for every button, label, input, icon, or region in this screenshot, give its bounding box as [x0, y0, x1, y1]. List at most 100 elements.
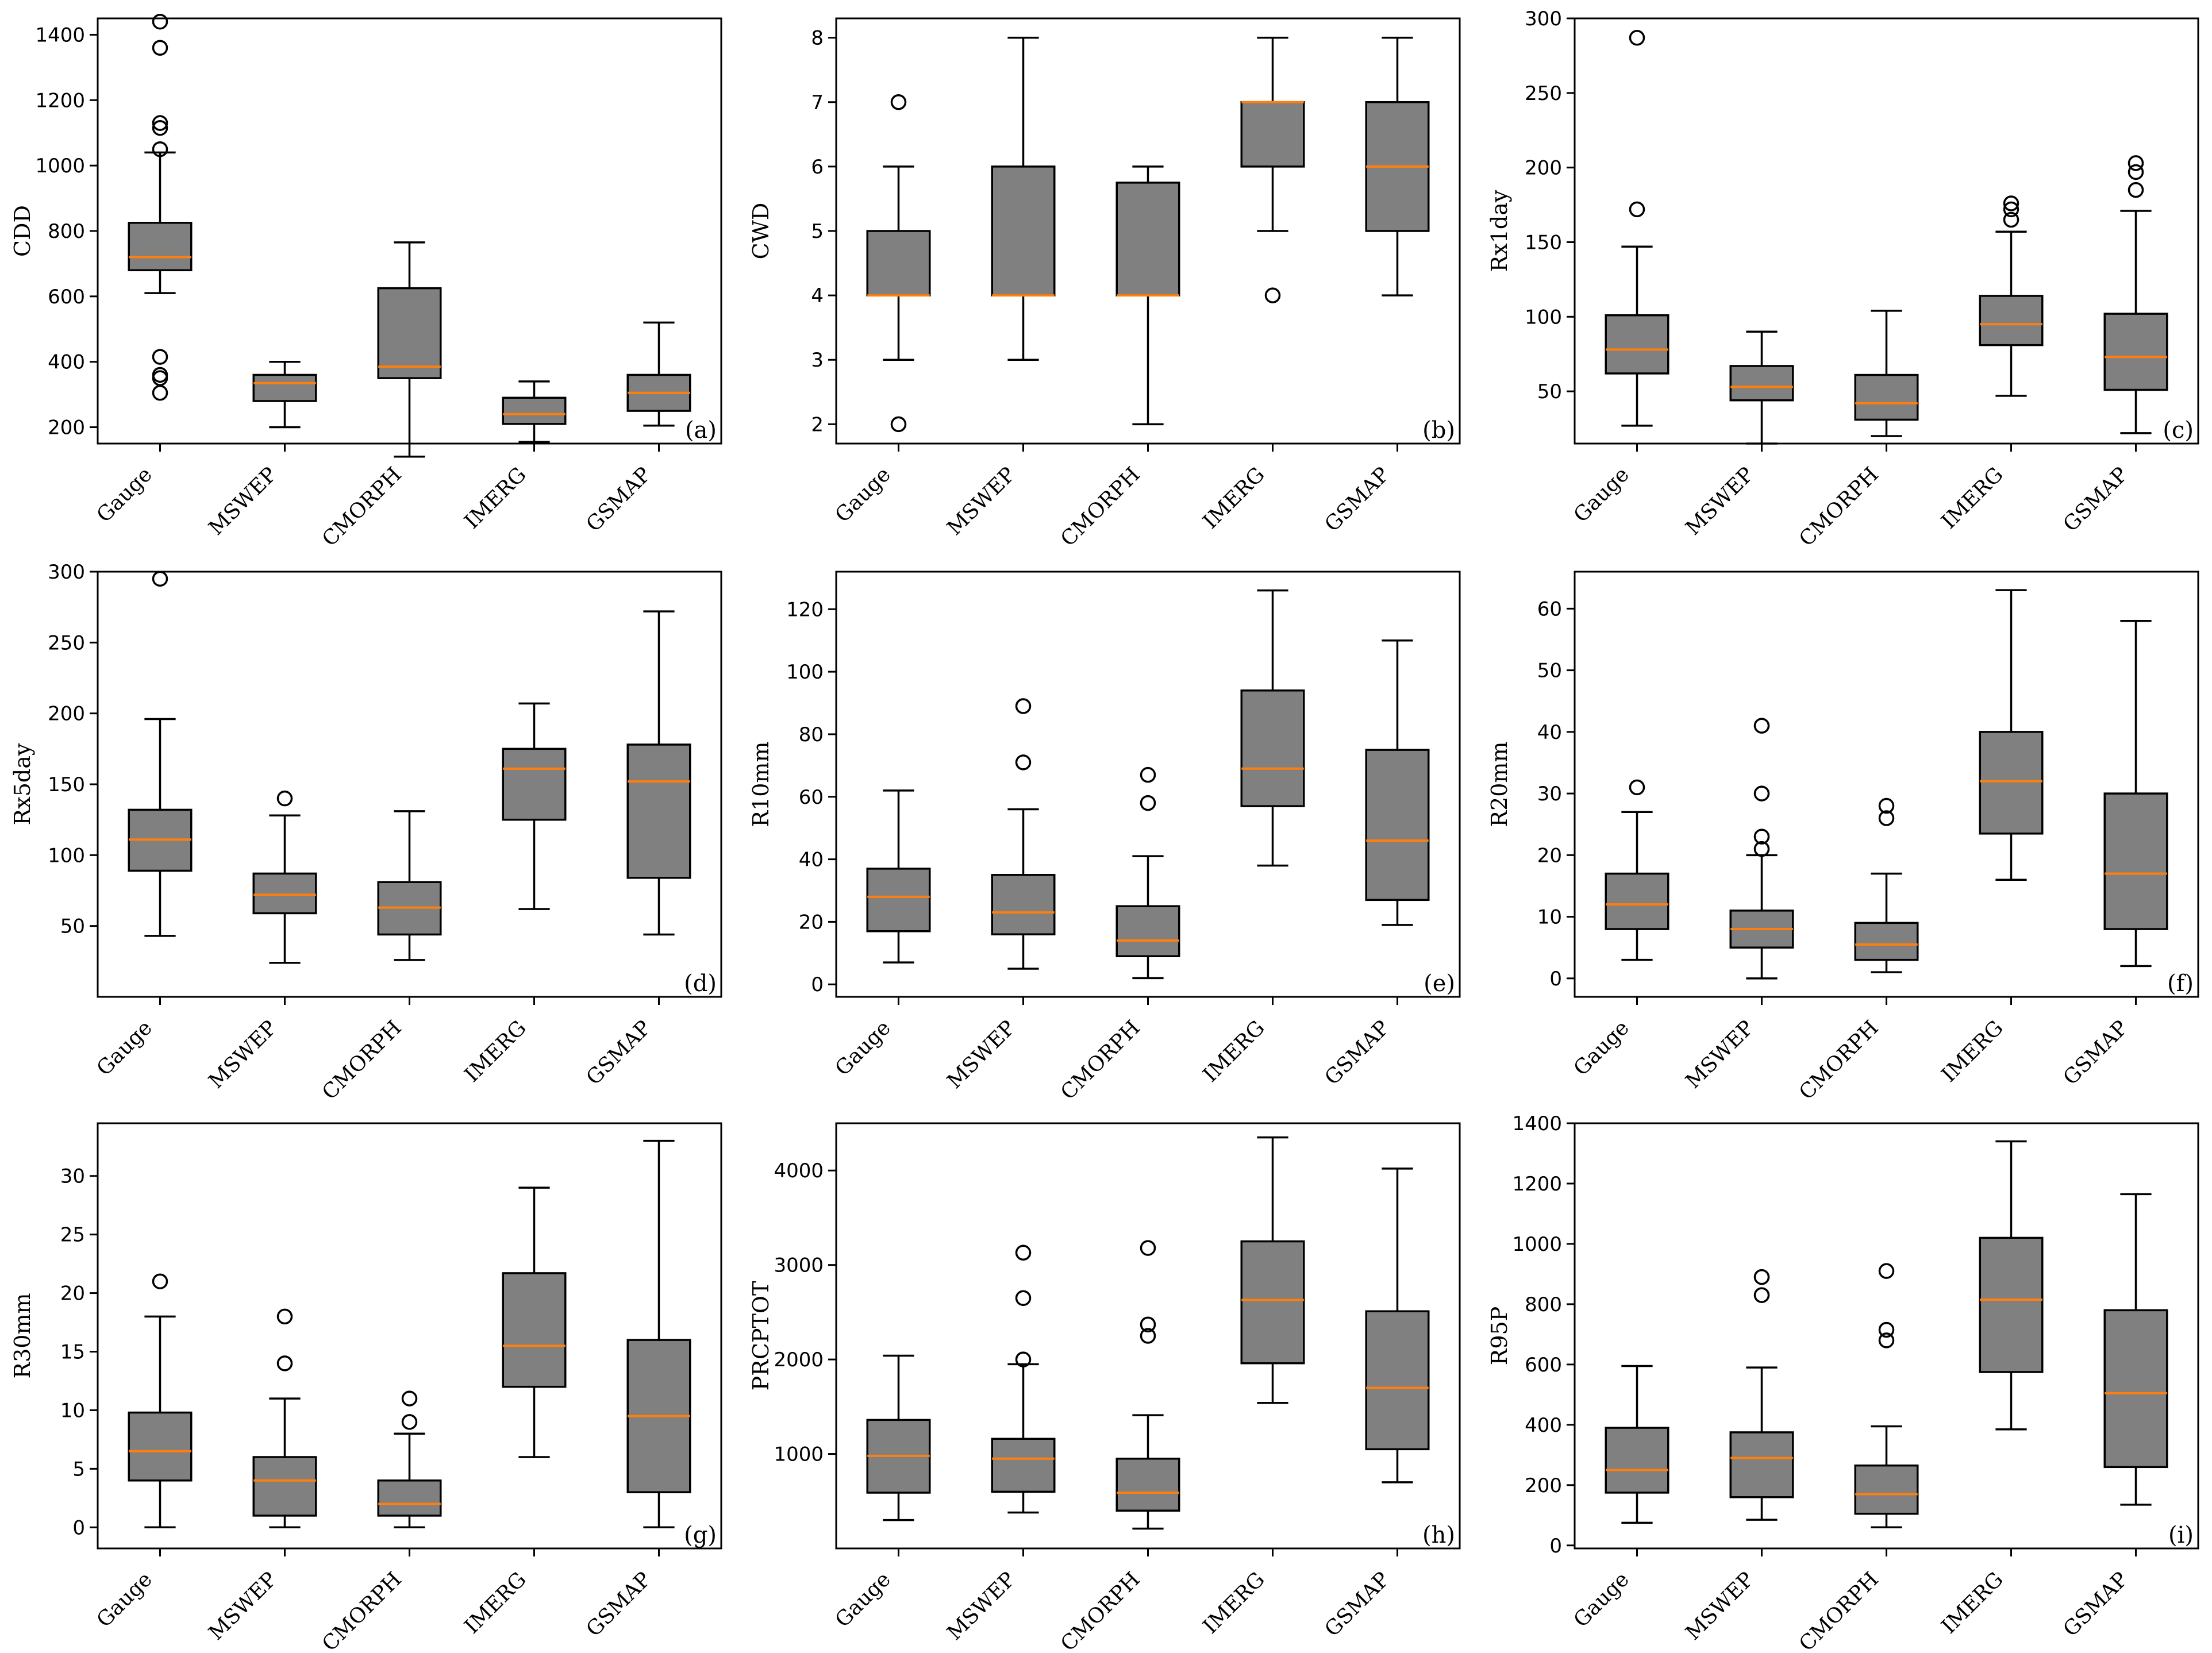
y-tick-label: 100: [48, 844, 85, 867]
box-imerg: [1240, 589, 1305, 867]
x-tick-label: GSMAP: [1321, 1567, 1394, 1641]
iqr-box: [1605, 1427, 1669, 1494]
iqr-box: [502, 747, 567, 821]
iqr-box: [991, 874, 1056, 935]
y-axis-label: R10mm: [748, 741, 774, 827]
axes-frame: [835, 1122, 1461, 1550]
box-gauge: [866, 1354, 931, 1521]
panel-a: 200 400 600 800 1000 1200 1400 CDD Gauge MSWEP CMO…: [10, 13, 722, 551]
y-tick-label: 80: [799, 723, 824, 746]
outlier-point: [1753, 1287, 1770, 1303]
y-tick-label: 800: [1525, 1293, 1562, 1316]
x-tick-label: IMERG: [1937, 1567, 2008, 1638]
outlier-point: [152, 141, 168, 157]
y-tick-label: 5: [811, 220, 824, 243]
outlier-point: [152, 13, 168, 30]
y-tick-label: 20: [60, 1282, 85, 1305]
outlier-point: [276, 1308, 293, 1325]
x-tick-label: MSWEP: [204, 1567, 281, 1644]
iqr-box: [1240, 101, 1305, 168]
x-tick-label: CMORPH: [318, 1567, 406, 1653]
box-gsmap: [1365, 639, 1430, 926]
panel-label: (g): [684, 1522, 717, 1548]
y-tick-label: 1000: [774, 1443, 824, 1466]
y-tick-label: 40: [799, 849, 824, 872]
panel-f: 0 10 20 30 40 50 60 R20mm Gauge MSWEP CMORPH IMERG G…: [1487, 571, 2199, 1104]
y-tick-label: 60: [1537, 598, 1562, 621]
axes-frame: [97, 1122, 722, 1550]
iqr-box: [128, 222, 193, 272]
y-tick-label: 2: [811, 413, 824, 436]
box-imerg: [1240, 36, 1305, 303]
outlier-point: [2003, 211, 2019, 228]
y-tick-label: 150: [48, 773, 85, 796]
outlier-point: [152, 349, 168, 365]
box-gsmap: [626, 1139, 691, 1529]
axes-frame: [1574, 1122, 2199, 1550]
outlier-point: [1015, 1290, 1032, 1306]
outlier-point: [1629, 779, 1645, 796]
outlier-point: [1140, 795, 1156, 811]
outlier-point: [890, 416, 907, 433]
box-gauge: [1605, 30, 1669, 427]
y-axis-label: R20mm: [1487, 741, 1512, 827]
outlier-point: [152, 120, 168, 136]
box-imerg: [1240, 1136, 1305, 1404]
y-tick-label: 25: [60, 1224, 85, 1247]
x-tick-label: Gauge: [831, 1016, 895, 1080]
box-imerg: [1979, 195, 2044, 397]
box-gauge: [866, 94, 931, 433]
outlier-point: [1878, 810, 1895, 826]
y-tick-label: 200: [1525, 157, 1562, 180]
outlier-point: [1015, 698, 1032, 714]
box-imerg: [502, 380, 567, 443]
axes-frame: [97, 17, 722, 445]
axes-frame: [835, 17, 1461, 445]
x-tick-label: GSMAP: [2059, 1016, 2133, 1089]
box-mswep: [252, 790, 317, 964]
outlier-point: [1140, 1240, 1156, 1256]
y-tick-label: 10: [60, 1399, 85, 1422]
y-tick-label: 150: [1525, 231, 1562, 254]
iqr-box: [1854, 373, 1919, 421]
iqr-box: [1854, 1464, 1919, 1515]
y-tick-label: 1000: [1512, 1233, 1562, 1256]
x-tick-label: MSWEP: [942, 463, 1020, 540]
outlier-point: [1629, 30, 1645, 46]
y-axis-label: R95P: [1487, 1307, 1512, 1366]
x-tick-label: MSWEP: [1681, 463, 1758, 540]
iqr-box: [2103, 1309, 2168, 1469]
outlier-point: [2128, 182, 2144, 198]
iqr-box: [377, 287, 442, 379]
iqr-box: [626, 743, 691, 879]
outlier-point: [1140, 766, 1156, 783]
outlier-point: [1753, 829, 1770, 845]
x-tick-label: GSMAP: [1321, 1016, 1394, 1089]
box-gsmap: [626, 610, 691, 936]
y-tick-label: 30: [1537, 783, 1562, 806]
x-tick-label: Gauge: [831, 463, 895, 527]
panel-label: (f): [2167, 970, 2194, 997]
x-tick-label: GSMAP: [1321, 463, 1394, 536]
y-tick-label: 200: [48, 417, 85, 440]
box-mswep: [252, 1308, 317, 1529]
box-cmorph: [377, 1390, 442, 1529]
iqr-box: [502, 396, 567, 425]
box-cmorph: [1115, 1240, 1180, 1530]
x-tick-label: GSMAP: [2059, 1567, 2133, 1641]
panel-c: 50 100 150 200 250 300 Rx1day Gauge MSWEP CMORPH I…: [1487, 7, 2199, 551]
box-cmorph: [1854, 797, 1919, 973]
x-tick-label: CMORPH: [1795, 1016, 1883, 1104]
iqr-box: [1854, 922, 1919, 961]
y-axis-label: R30mm: [10, 1293, 35, 1378]
outlier-point: [2003, 201, 2019, 218]
box-gauge: [128, 571, 193, 937]
iqr-box: [1240, 1240, 1305, 1365]
box-imerg: [1979, 1140, 2044, 1431]
x-tick-label: MSWEP: [1681, 1567, 1758, 1644]
outlier-point: [1140, 1316, 1156, 1333]
outlier-point: [152, 367, 168, 383]
box-cmorph: [1854, 310, 1919, 437]
axes-frame: [97, 571, 722, 998]
box-cmorph: [1115, 766, 1180, 980]
